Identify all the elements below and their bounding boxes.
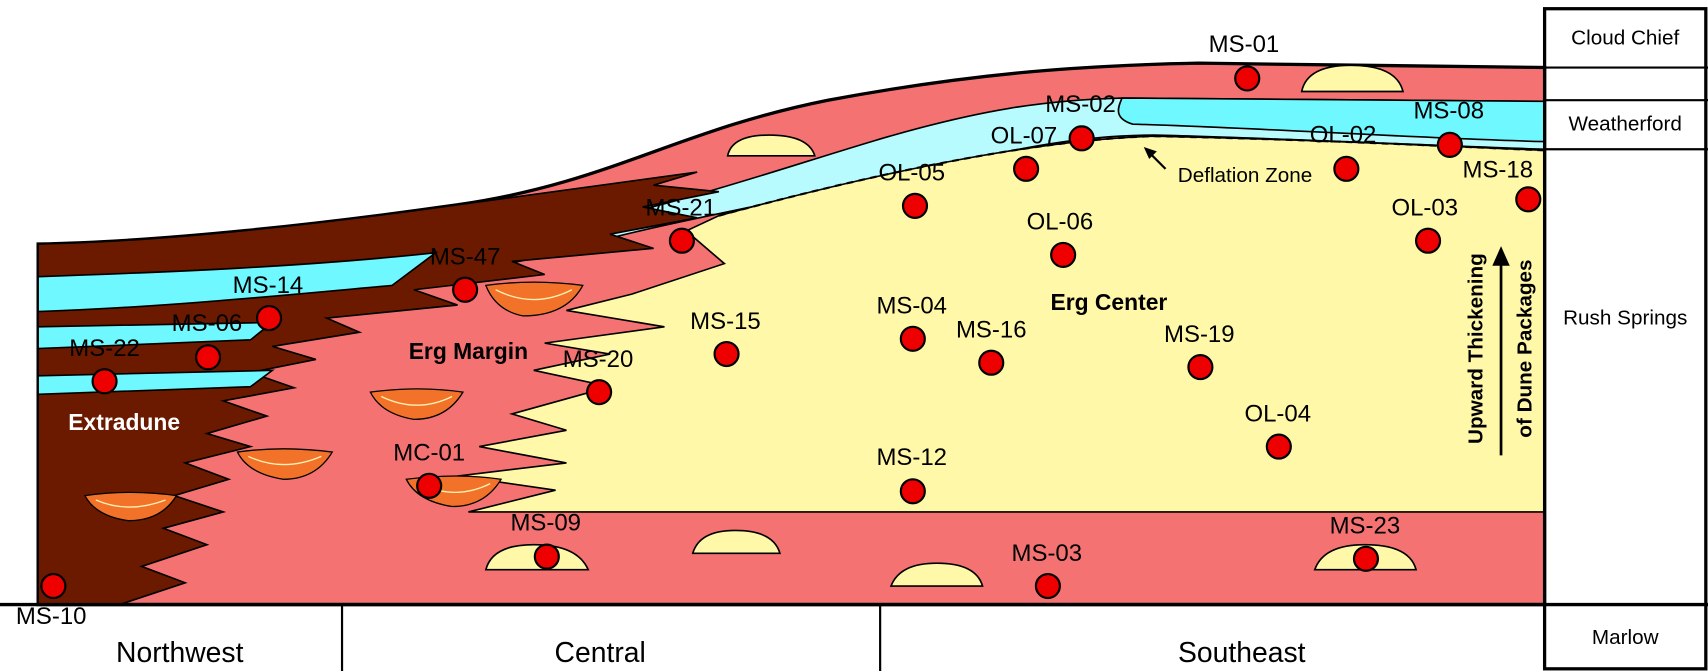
sample-point [1014, 157, 1038, 181]
sample-label: MS-18 [1462, 156, 1533, 183]
sample-label: OL-03 [1391, 194, 1458, 221]
annotation: Upward Thickening [1465, 253, 1488, 444]
sample-point [1416, 229, 1440, 253]
sample-label: MS-08 [1413, 98, 1484, 125]
sample-point [979, 351, 1003, 375]
sample-point [1188, 355, 1212, 379]
sample-point [535, 545, 559, 569]
sample-point [417, 474, 441, 498]
sample-label: MS-19 [1164, 321, 1235, 348]
sample-label: MS-14 [233, 272, 304, 299]
sample-label: MS-01 [1209, 31, 1280, 58]
sample-label: OL-05 [878, 160, 945, 187]
sample-point [41, 574, 65, 598]
sample-label: MS-02 [1045, 91, 1116, 118]
zone-label: Extradune [68, 409, 180, 435]
sample-point [93, 369, 117, 393]
sample-label: OL-07 [991, 123, 1058, 150]
sample-point [1354, 547, 1378, 571]
sample-point [901, 327, 925, 351]
sample-point [453, 278, 477, 302]
sample-point [1051, 243, 1075, 267]
cross-section-diagram: Cloud Chief Weatherford Rush Springs Mar… [0, 0, 1708, 671]
sample-label: MS-16 [956, 316, 1027, 343]
annotation: Deflation Zone [1178, 164, 1313, 187]
zone-label: Erg Center [1050, 289, 1167, 315]
annotation: of Dune Packages [1514, 259, 1537, 437]
region-label: Central [555, 637, 646, 669]
sample-point [1334, 157, 1358, 181]
stratum-label: Weatherford [1568, 113, 1681, 136]
sample-label: MS-23 [1330, 513, 1401, 540]
sample-label: MS-03 [1012, 540, 1083, 567]
sample-label: MS-09 [510, 509, 581, 536]
sample-label: MS-22 [69, 335, 140, 362]
sample-label: MS-10 [16, 603, 87, 630]
sample-point [1070, 126, 1094, 150]
sample-label: MS-12 [876, 444, 947, 471]
sample-point [1516, 187, 1540, 211]
stratum-label: Marlow [1592, 626, 1659, 649]
sample-point [196, 345, 220, 369]
sample-label: MS-15 [690, 308, 761, 335]
strata-column [1545, 9, 1706, 669]
sample-point [715, 342, 739, 366]
sample-point [587, 380, 611, 404]
region-label: Southeast [1178, 637, 1306, 669]
sample-point [670, 229, 694, 253]
sample-label: MS-06 [172, 310, 243, 337]
sample-label: MC-01 [393, 440, 465, 467]
sample-point [1267, 435, 1291, 459]
sample-label: OL-02 [1310, 121, 1377, 148]
stratum-label: Cloud Chief [1571, 27, 1679, 50]
sample-label: MS-21 [646, 194, 717, 221]
stratum-label: Rush Springs [1563, 307, 1687, 330]
sample-point [901, 479, 925, 503]
sample-label: MS-20 [563, 346, 634, 373]
sample-point [1438, 133, 1462, 157]
sample-point [257, 306, 281, 330]
sample-label: MS-47 [430, 243, 501, 270]
sample-point [1036, 574, 1060, 598]
sample-label: OL-04 [1244, 400, 1311, 427]
sample-label: OL-06 [1027, 209, 1094, 236]
sample-point [903, 194, 927, 218]
sample-point [1235, 66, 1259, 90]
region-label: Northwest [116, 637, 244, 669]
sample-label: MS-04 [876, 293, 947, 320]
zone-label: Erg Margin [409, 338, 528, 364]
